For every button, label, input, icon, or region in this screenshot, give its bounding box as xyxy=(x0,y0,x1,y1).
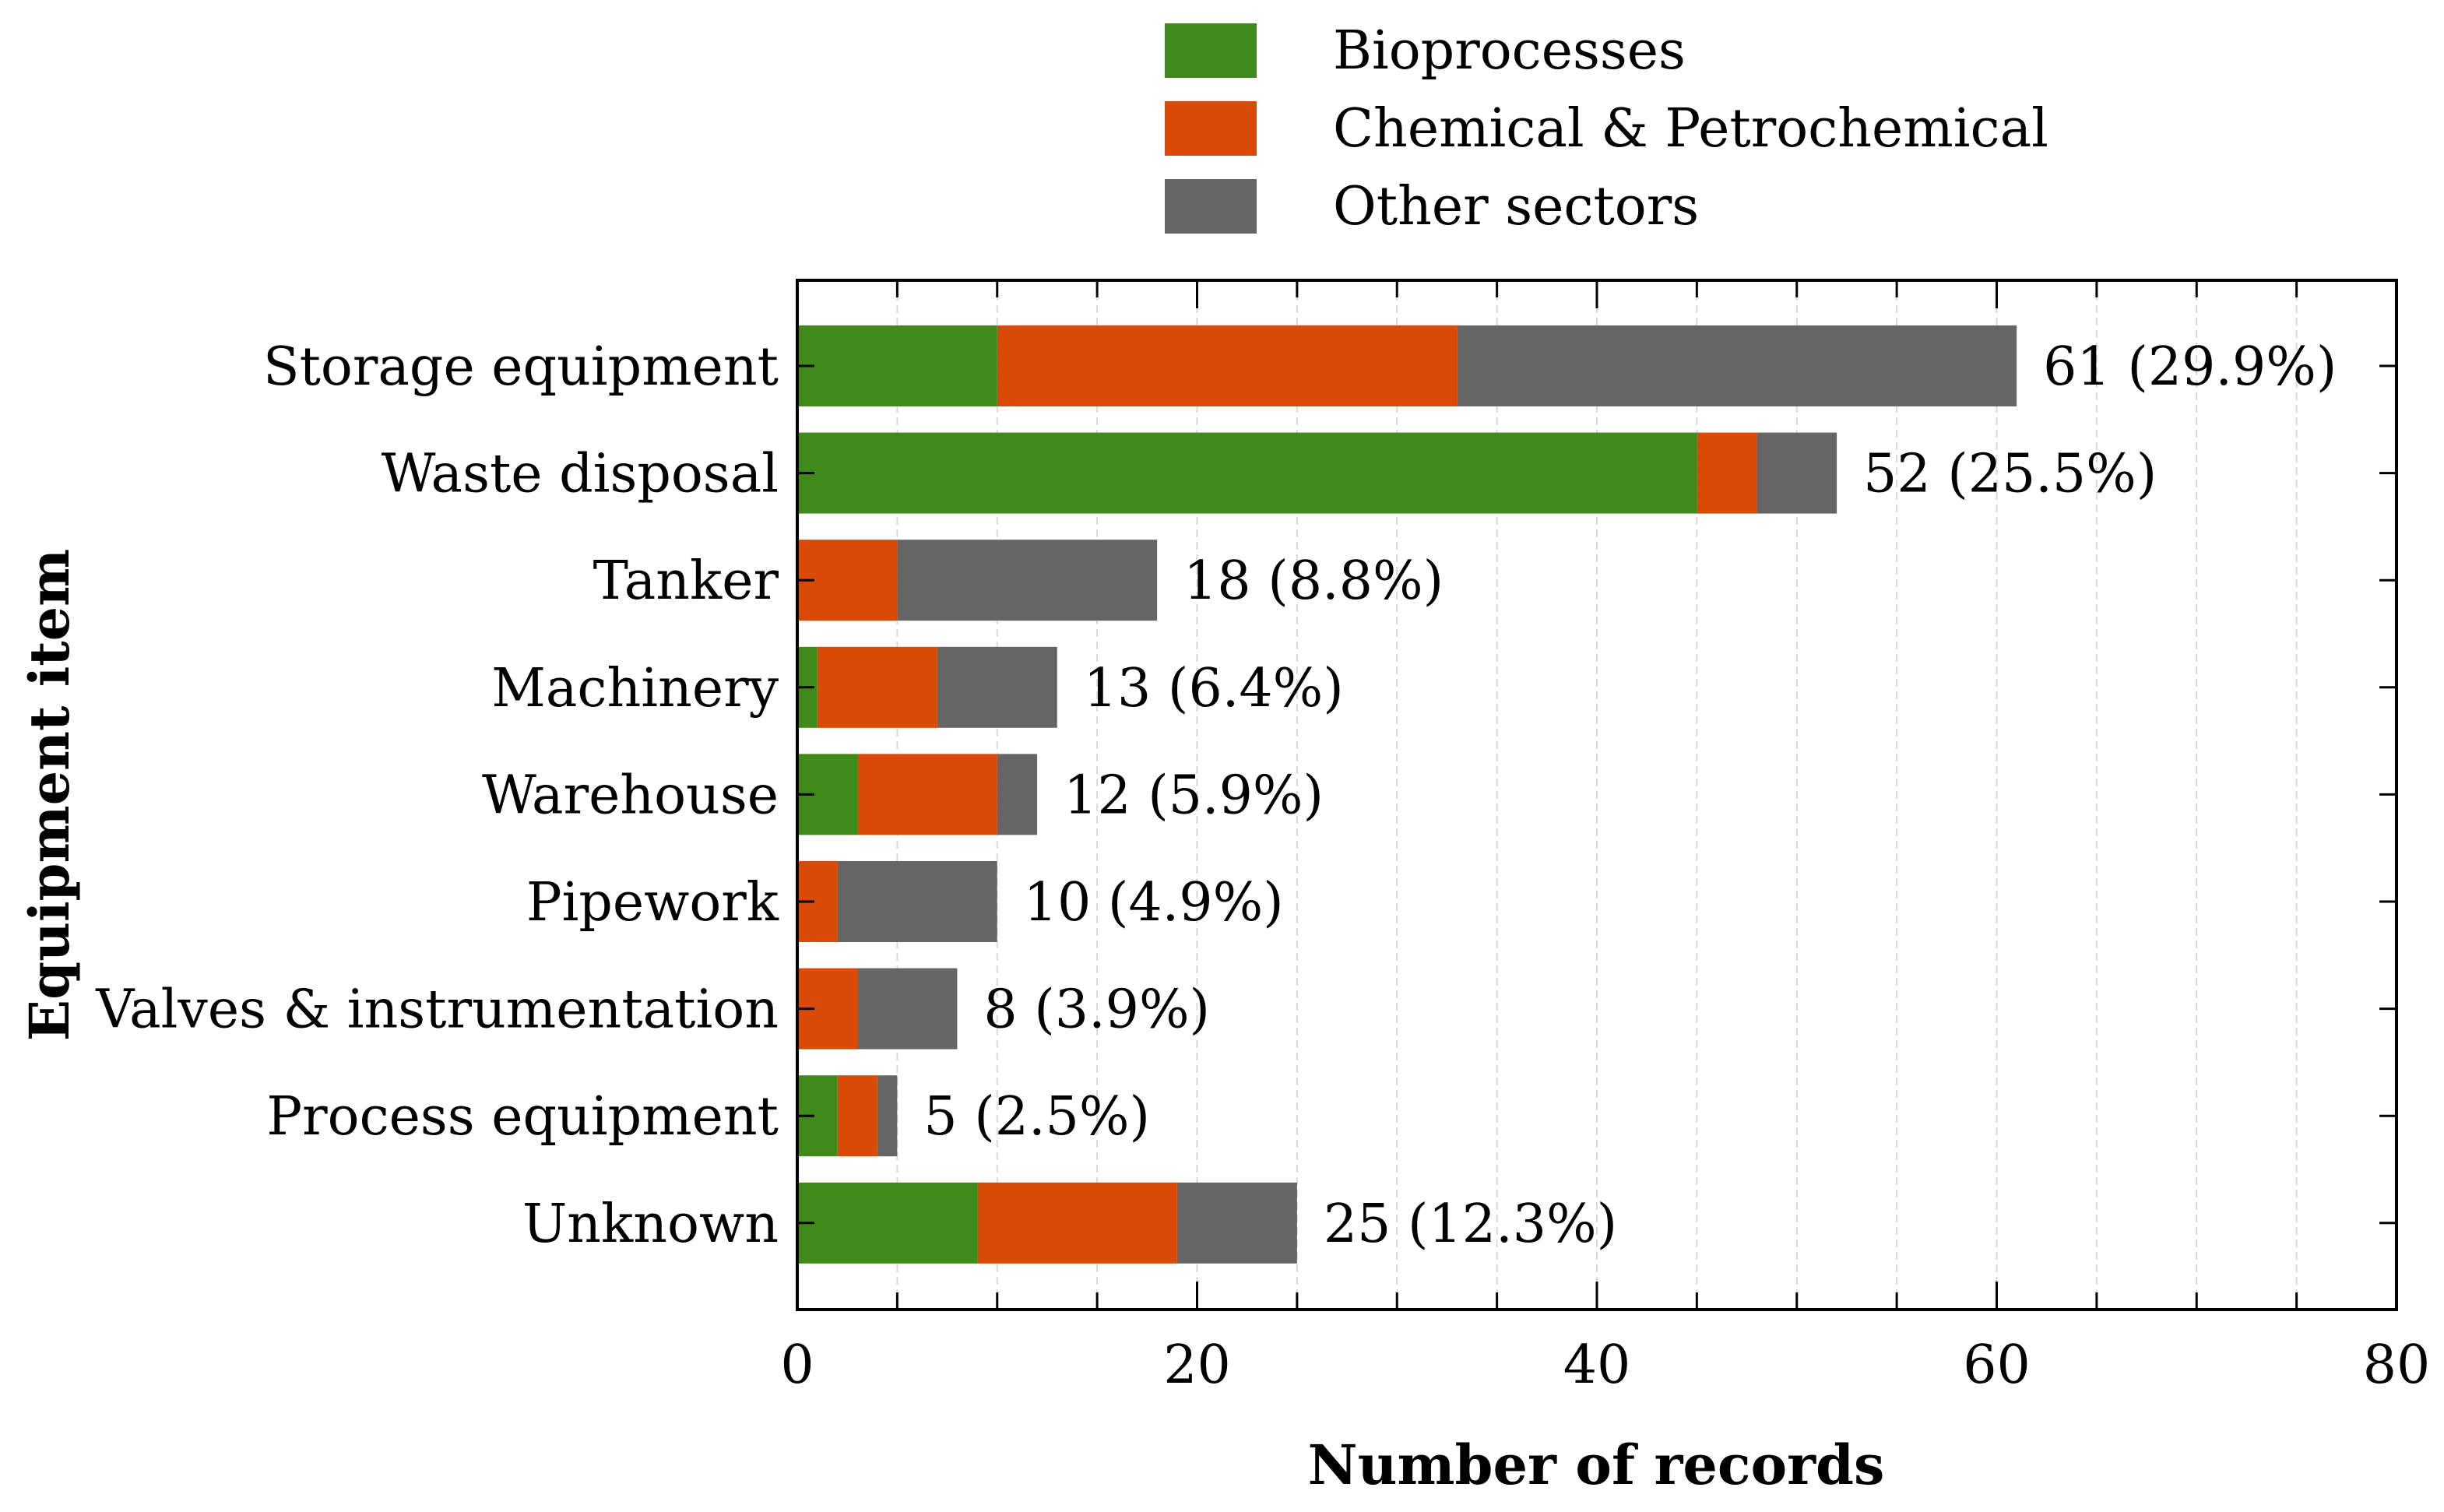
total-label-waste-disposal: 52 (25.5%) xyxy=(1863,444,2157,505)
legend-label-bioprocesses: Bioprocesses xyxy=(1333,20,1686,82)
total-label-pipework: 10 (4.9%) xyxy=(1024,872,1284,934)
total-label-machinery: 13 (6.4%) xyxy=(1084,658,1344,719)
bar-waste-disposal-bioprocesses xyxy=(797,432,1697,514)
x-tick-label-20: 20 xyxy=(1163,1334,1231,1396)
y-axis-title: Equipment item xyxy=(17,549,82,1041)
category-label-pipework: Pipework xyxy=(526,872,779,934)
bar-storage-equipment-bioprocesses xyxy=(797,325,997,406)
bar-waste-disposal-chemical-petrochemical xyxy=(1697,432,1757,514)
total-label-unknown: 25 (12.3%) xyxy=(1324,1194,1617,1255)
legend-label-other-sectors: Other sectors xyxy=(1333,176,1699,237)
axis-ticks: 0 20 40 60 80 xyxy=(780,280,2430,1396)
x-tick-label-0: 0 xyxy=(780,1334,814,1396)
category-label-unknown: Unknown xyxy=(522,1194,779,1255)
category-label-tanker: Tanker xyxy=(593,550,779,612)
x-tick-label-40: 40 xyxy=(1563,1334,1631,1396)
x-tick-label-60: 60 xyxy=(1963,1334,2031,1396)
bar-storage-equipment-chemical-petrochemical xyxy=(997,325,1458,406)
bar-unknown-chemical-petrochemical xyxy=(977,1182,1177,1264)
total-label-warehouse: 12 (5.9%) xyxy=(1064,765,1324,826)
total-label-process-equipment: 5 (2.5%) xyxy=(923,1086,1150,1148)
legend-label-chemical-petrochemical: Chemical & Petrochemical xyxy=(1333,98,2048,160)
legend: Bioprocesses Chemical & Petrochemical Othe… xyxy=(1165,20,2048,237)
bar-tanker-other-sectors xyxy=(897,540,1158,621)
category-label-waste-disposal: Waste disposal xyxy=(382,444,779,505)
x-tick-label-80: 80 xyxy=(2363,1334,2431,1396)
bar-unknown-other-sectors xyxy=(1176,1182,1297,1264)
category-label-process-equipment: Process equipment xyxy=(266,1086,779,1148)
category-label-valves-instrumentation: Valves & instrumentation xyxy=(95,979,779,1041)
bar-valves-instrumentation-other-sectors xyxy=(857,968,958,1050)
total-label-tanker: 18 (8.8%) xyxy=(1183,550,1444,612)
bar-warehouse-other-sectors xyxy=(997,754,1038,835)
bar-process-equipment-other-sectors xyxy=(877,1075,898,1157)
bar-machinery-other-sectors xyxy=(937,646,1057,728)
category-label-storage-equipment: Storage equipment xyxy=(263,336,779,398)
legend-swatch-other-sectors xyxy=(1165,179,1257,234)
total-labels: 61 (29.9%) 52 (25.5%) 18 (8.8%) 13 (6.4%) 12… xyxy=(923,336,2337,1255)
legend-swatch-chemical-petrochemical xyxy=(1165,101,1257,156)
bar-warehouse-chemical-petrochemical xyxy=(857,754,997,835)
bar-storage-equipment-other-sectors xyxy=(1457,325,2017,406)
bar-machinery-chemical-petrochemical xyxy=(817,646,937,728)
bars xyxy=(797,325,2017,1264)
bar-unknown-bioprocesses xyxy=(797,1182,978,1264)
category-label-warehouse: Warehouse xyxy=(482,765,779,826)
bar-process-equipment-chemical-petrochemical xyxy=(837,1075,877,1157)
total-label-storage-equipment: 61 (29.9%) xyxy=(2043,336,2337,398)
x-axis-title: Number of records xyxy=(1308,1433,1885,1497)
legend-swatch-bioprocesses xyxy=(1165,23,1257,78)
bar-waste-disposal-other-sectors xyxy=(1757,432,1837,514)
total-label-valves-instrumentation: 8 (3.9%) xyxy=(983,979,1210,1041)
category-label-machinery: Machinery xyxy=(491,658,779,719)
bar-pipework-other-sectors xyxy=(837,861,997,942)
gridlines xyxy=(896,280,2298,1310)
category-labels: Storage equipment Waste disposal Tanker Mac… xyxy=(95,336,779,1255)
